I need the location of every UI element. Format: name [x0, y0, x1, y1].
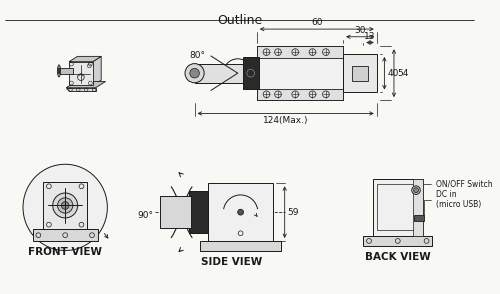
- Bar: [43, 181, 87, 229]
- Circle shape: [52, 193, 78, 218]
- Bar: [352, 66, 368, 81]
- Polygon shape: [69, 56, 101, 62]
- Bar: [242, 57, 259, 89]
- Text: 59: 59: [288, 208, 299, 217]
- Bar: [364, 236, 432, 246]
- Bar: [32, 229, 98, 241]
- Circle shape: [185, 64, 204, 83]
- Bar: [376, 184, 419, 230]
- Text: 90°: 90°: [138, 211, 154, 220]
- Text: 60: 60: [311, 18, 322, 27]
- Text: 54: 54: [397, 69, 408, 78]
- Text: 30: 30: [354, 26, 366, 35]
- Text: ON/OFF Switch: ON/OFF Switch: [421, 179, 493, 188]
- Bar: [194, 64, 244, 83]
- Text: 80°: 80°: [189, 51, 205, 61]
- Bar: [413, 179, 422, 236]
- Bar: [208, 183, 273, 241]
- Polygon shape: [69, 62, 92, 86]
- Text: 13: 13: [364, 31, 376, 41]
- Text: DC in
(micro USB): DC in (micro USB): [424, 190, 482, 215]
- Text: BACK VIEW: BACK VIEW: [365, 253, 430, 263]
- Bar: [373, 179, 422, 236]
- Circle shape: [238, 209, 244, 215]
- Bar: [189, 191, 208, 233]
- Text: 40: 40: [388, 69, 398, 78]
- Circle shape: [58, 198, 73, 213]
- Bar: [343, 54, 376, 92]
- Polygon shape: [92, 56, 101, 86]
- Bar: [200, 241, 281, 250]
- Circle shape: [62, 202, 69, 209]
- Ellipse shape: [23, 164, 107, 250]
- Circle shape: [190, 69, 200, 78]
- Polygon shape: [66, 81, 106, 88]
- Bar: [414, 215, 424, 221]
- Bar: [257, 46, 343, 100]
- Circle shape: [412, 186, 420, 194]
- Bar: [257, 46, 343, 58]
- Text: FRONT VIEW: FRONT VIEW: [28, 247, 102, 257]
- Text: 124(Max.): 124(Max.): [263, 116, 308, 125]
- Polygon shape: [59, 68, 73, 74]
- Text: Outline: Outline: [217, 14, 262, 27]
- Ellipse shape: [58, 65, 60, 77]
- Circle shape: [414, 188, 418, 193]
- Ellipse shape: [58, 68, 60, 74]
- Text: SIDE VIEW: SIDE VIEW: [202, 257, 262, 267]
- Bar: [257, 88, 343, 100]
- Bar: [160, 196, 191, 228]
- Polygon shape: [66, 88, 96, 91]
